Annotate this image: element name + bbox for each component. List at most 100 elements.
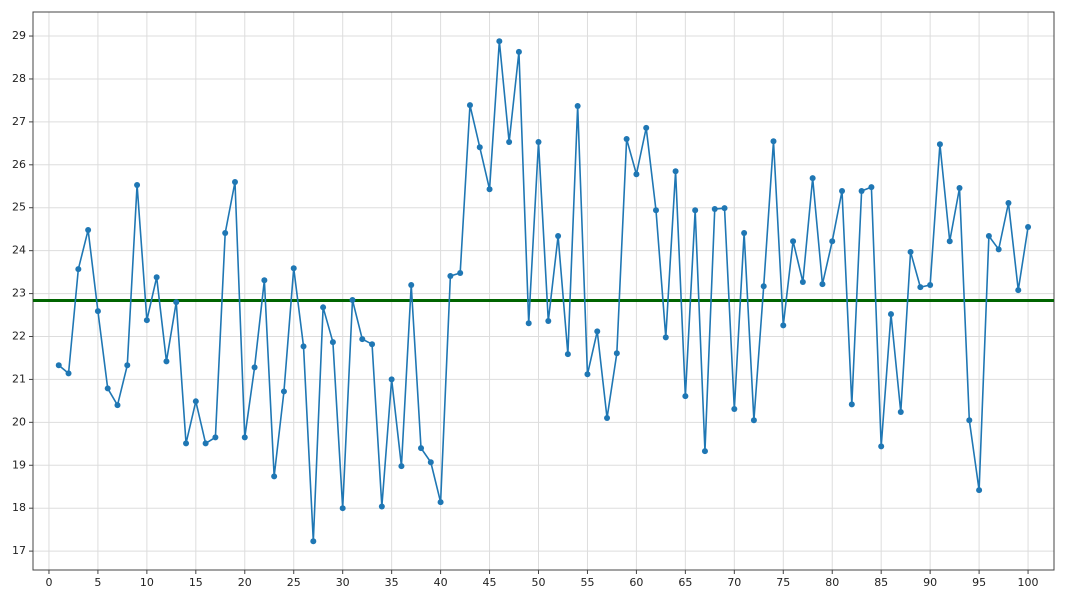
x-tick-label: 30 <box>336 576 350 589</box>
point <box>300 343 307 350</box>
point <box>153 274 160 281</box>
point <box>251 364 258 371</box>
point <box>192 398 199 405</box>
point <box>1025 224 1032 231</box>
point <box>692 207 699 214</box>
point <box>839 187 846 194</box>
point <box>613 350 620 357</box>
point <box>55 362 62 369</box>
point <box>985 233 992 240</box>
point <box>134 181 141 188</box>
point <box>496 38 503 45</box>
x-tick-label: 40 <box>434 576 448 589</box>
y-tick-label: 19 <box>12 458 26 471</box>
point <box>261 277 268 284</box>
x-tick-label: 80 <box>825 576 839 589</box>
y-tick-label: 26 <box>12 158 26 171</box>
point <box>721 205 728 212</box>
point <box>114 402 121 409</box>
point <box>310 538 317 545</box>
point <box>124 362 131 369</box>
y-tick-label: 29 <box>12 29 26 42</box>
point <box>143 317 150 324</box>
point <box>799 278 806 285</box>
point <box>995 246 1002 253</box>
point <box>594 328 601 335</box>
point <box>878 443 885 450</box>
y-tick-label: 28 <box>12 72 26 85</box>
point <box>682 393 689 400</box>
point <box>946 238 953 245</box>
x-tick-label: 35 <box>385 576 399 589</box>
x-tick-label: 50 <box>532 576 546 589</box>
y-tick-label: 27 <box>12 115 26 128</box>
point <box>388 376 395 383</box>
point <box>271 473 278 480</box>
x-tick-label: 25 <box>287 576 301 589</box>
x-tick-label: 70 <box>727 576 741 589</box>
y-tick-label: 23 <box>12 287 26 300</box>
point <box>457 269 464 276</box>
point <box>163 358 170 365</box>
point <box>398 463 405 470</box>
point <box>848 401 855 408</box>
y-tick-label: 18 <box>12 501 26 514</box>
point <box>65 370 72 377</box>
point <box>212 434 219 441</box>
point <box>75 266 82 273</box>
point <box>418 445 425 452</box>
point <box>564 351 571 358</box>
point <box>359 336 366 343</box>
point <box>241 434 248 441</box>
point <box>173 299 180 306</box>
point <box>447 272 454 279</box>
point <box>927 281 934 288</box>
x-tick-label: 85 <box>874 576 888 589</box>
point <box>104 385 111 392</box>
point <box>476 144 483 151</box>
point <box>780 322 787 329</box>
point <box>701 448 708 455</box>
point <box>829 238 836 245</box>
point <box>369 341 376 348</box>
point <box>868 184 875 191</box>
point <box>809 175 816 182</box>
point <box>604 415 611 422</box>
point <box>408 281 415 288</box>
point <box>545 318 552 325</box>
point <box>623 136 630 143</box>
point <box>349 297 356 304</box>
point <box>652 207 659 214</box>
point <box>486 186 493 193</box>
y-tick-label: 25 <box>12 201 26 214</box>
plot-frame <box>32 11 1055 571</box>
point <box>574 103 581 110</box>
point <box>329 339 336 346</box>
x-tick-label: 95 <box>972 576 986 589</box>
point <box>819 281 826 288</box>
point <box>1015 287 1022 294</box>
point <box>506 139 513 146</box>
point <box>633 171 640 178</box>
point <box>770 138 777 145</box>
point <box>731 406 738 413</box>
point <box>643 124 650 131</box>
point <box>956 184 963 191</box>
point <box>584 371 591 378</box>
point <box>339 505 346 512</box>
point <box>290 265 297 272</box>
point <box>85 227 92 234</box>
point <box>183 440 190 447</box>
x-tick-label: 10 <box>140 576 154 589</box>
point <box>897 409 904 416</box>
x-tick-label: 20 <box>238 576 252 589</box>
y-tick-label: 20 <box>12 415 26 428</box>
point <box>917 284 924 291</box>
y-tick-label: 17 <box>12 544 26 557</box>
point <box>94 308 101 315</box>
point <box>222 230 229 237</box>
point <box>760 283 767 290</box>
y-tick-label: 22 <box>12 329 26 342</box>
point <box>202 440 209 447</box>
